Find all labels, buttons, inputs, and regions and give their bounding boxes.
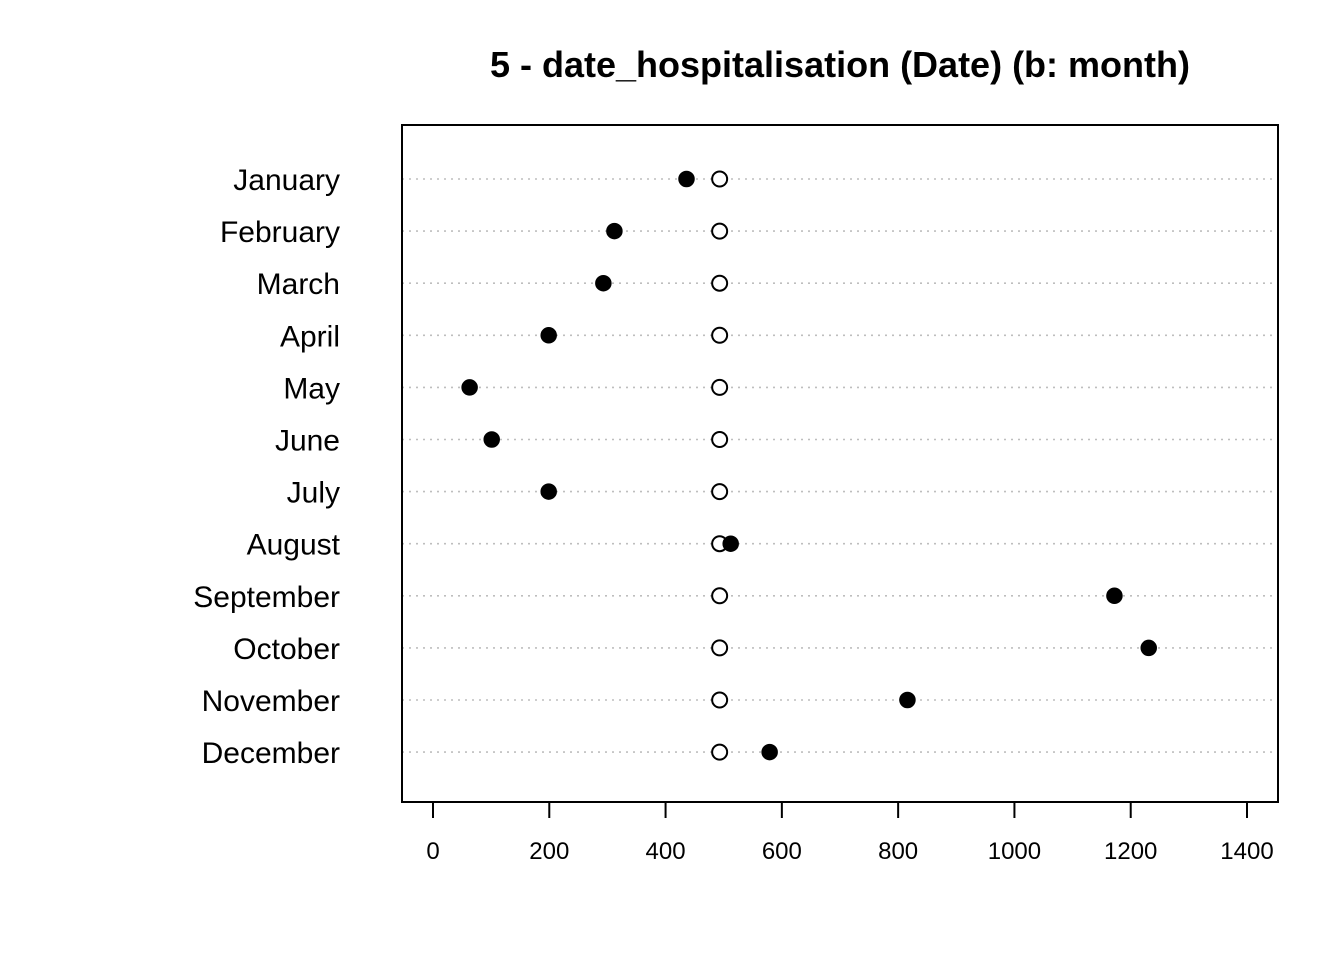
category-label: June: [275, 425, 340, 458]
x-tick-label: 1000: [988, 838, 1041, 865]
x-axis: 0 200 400 600 800 1000 1200 1400: [426, 801, 1274, 865]
reference-point: [711, 378, 729, 396]
reference-point: [711, 743, 729, 761]
data-point: [483, 431, 500, 448]
category-label: January: [233, 164, 340, 197]
reference-point: [711, 691, 729, 709]
grid-layer: [402, 178, 1278, 753]
category-label: March: [257, 268, 340, 301]
category-label: September: [193, 581, 340, 614]
plot-area-border: [401, 124, 1279, 803]
reference-point: [711, 222, 729, 240]
x-tick-label: 200: [529, 838, 569, 865]
reference-point: [711, 587, 729, 605]
data-point: [761, 743, 778, 761]
data-point: [1106, 587, 1123, 605]
data-point: [899, 691, 916, 709]
data-point: [461, 379, 478, 396]
data-point: [1140, 639, 1157, 657]
category-label: July: [287, 477, 340, 510]
data-point: [606, 222, 623, 240]
category-label: April: [280, 320, 340, 353]
category-label: May: [283, 372, 340, 405]
data-point: [722, 535, 739, 552]
x-tick-label: 400: [646, 838, 686, 865]
reference-point: [711, 326, 729, 344]
category-label: February: [220, 216, 340, 249]
reference-point: [711, 639, 729, 657]
category-labels: January February March April May June July Augu…: [193, 164, 340, 770]
data-point: [595, 274, 612, 292]
data-point: [540, 483, 557, 500]
reference-point: [711, 431, 729, 448]
category-label: August: [247, 529, 341, 562]
reference-point: [711, 483, 729, 501]
reference-point: [711, 170, 729, 188]
points-layer: [461, 170, 1157, 761]
data-point: [540, 327, 557, 344]
reference-point: [711, 274, 729, 292]
category-label: December: [202, 737, 340, 770]
x-tick-label: 0: [426, 838, 439, 865]
x-tick-label: 1400: [1220, 838, 1273, 865]
data-point: [678, 170, 695, 188]
category-label: October: [233, 633, 340, 666]
chart-title: 5 - date_hospitalisation (Date) (b: mont…: [490, 44, 1190, 85]
x-tick-label: 800: [878, 838, 918, 865]
x-tick-label: 1200: [1104, 838, 1157, 865]
x-tick-label: 600: [762, 838, 802, 865]
category-label: November: [202, 685, 340, 718]
